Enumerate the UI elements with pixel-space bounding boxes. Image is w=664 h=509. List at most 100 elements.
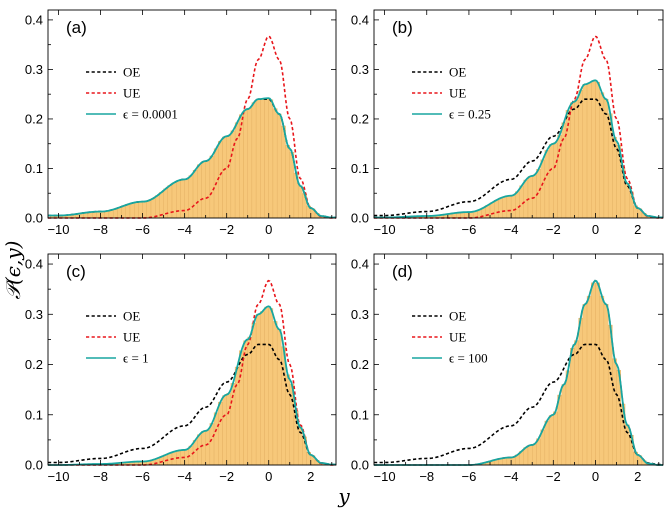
x-tick-label: 0 <box>265 469 272 484</box>
panel-3: −10 −8 −6 −4 −2 0 2 0.0 0.1 0.2 0.3 0.4 (d) OE UE ϵ = 1… <box>351 253 664 484</box>
histogram-bar <box>276 329 282 466</box>
panel-label: (d) <box>392 262 413 281</box>
histogram-bar <box>209 423 215 466</box>
x-tick-label: −8 <box>419 222 434 237</box>
histogram-bar <box>146 200 152 219</box>
histogram-bar <box>548 144 554 219</box>
histogram-bar <box>142 201 147 219</box>
histogram-bar <box>247 107 253 219</box>
x-tick-label: −2 <box>546 222 561 237</box>
histogram-bar <box>574 99 579 219</box>
histogram-bar <box>243 109 248 219</box>
y-tick-label: 0.1 <box>351 161 369 176</box>
histogram-bar <box>264 98 269 219</box>
histogram-bar <box>489 202 495 219</box>
histogram-bar <box>167 185 173 219</box>
histogram-bar <box>510 456 516 466</box>
histogram-bar <box>268 308 274 466</box>
histogram-bar <box>599 92 605 219</box>
histogram-bar <box>188 175 194 219</box>
histogram-bar <box>155 195 160 219</box>
plot-frame <box>373 9 664 219</box>
legend-label: UE <box>449 330 466 345</box>
legend-label: OE <box>123 65 140 80</box>
histogram-bar <box>201 431 206 466</box>
y-tick-label: 0.2 <box>351 357 369 372</box>
y-tick-label: 0.2 <box>25 357 43 372</box>
legend-label: UE <box>123 86 140 101</box>
histogram-bar <box>197 164 202 219</box>
histogram-bar <box>255 98 261 219</box>
panel-2: −10 −8 −6 −4 −2 0 2 0.0 0.1 0.2 0.3 0.4 (c) OE UE ϵ = 1 <box>25 253 337 484</box>
x-tick-label: −4 <box>504 222 519 237</box>
histogram-bar <box>607 324 613 466</box>
x-tick-label: 2 <box>634 222 641 237</box>
x-tick-label: −10 <box>374 222 396 237</box>
panels: −10 −8 −6 −4 −2 0 2 0.0 0.1 0.2 0.3 0.4 (a) OE UE ϵ = 0… <box>25 9 664 484</box>
legend-label: OE <box>449 65 466 80</box>
series-line-epsilon <box>48 97 336 219</box>
histogram-bar <box>544 420 550 466</box>
series-line-oe <box>374 98 663 219</box>
histogram-bar <box>117 207 122 219</box>
histogram-bar <box>125 204 131 219</box>
histogram-bar <box>222 395 227 466</box>
histogram-bar <box>553 142 558 219</box>
histogram <box>472 282 655 466</box>
plot-frame <box>47 9 337 219</box>
y-tick-label: 0.4 <box>25 12 43 27</box>
histogram-bar <box>591 80 596 219</box>
histogram-bar <box>498 197 503 219</box>
histogram-bar <box>557 134 562 219</box>
histogram-bar <box>192 170 198 219</box>
x-tick-label: 2 <box>307 469 314 484</box>
histogram-bar <box>197 434 202 466</box>
histogram-bar <box>100 211 105 219</box>
histogram-bar <box>540 159 546 219</box>
y-axis-title: 𝒫(ϵ,y) <box>1 241 25 300</box>
y-tick-label: 0.2 <box>351 111 369 126</box>
histogram-bar <box>218 141 223 219</box>
x-tick-label: −4 <box>177 469 192 484</box>
histogram-bar <box>268 99 274 219</box>
histogram-bar <box>176 180 181 219</box>
histogram-bar <box>574 340 579 466</box>
legend-label: OE <box>449 309 466 324</box>
y-tick-label: 0.3 <box>351 62 369 77</box>
histogram-bar <box>205 160 211 219</box>
histogram-bar <box>255 314 261 466</box>
histogram-bar <box>251 322 257 466</box>
histogram-bar <box>527 445 533 466</box>
panel-label: (b) <box>392 18 413 37</box>
histogram-bar <box>205 429 211 466</box>
x-tick-label: 2 <box>307 222 314 237</box>
histogram-bar <box>276 113 282 219</box>
legend-label: ϵ = 0.25 <box>449 107 491 122</box>
histogram-bar <box>527 176 533 219</box>
histogram-bar <box>553 411 558 466</box>
histogram-bar <box>209 155 215 219</box>
y-tick-label: 0.0 <box>25 211 43 226</box>
x-tick-label: −8 <box>93 222 108 237</box>
x-tick-label: 0 <box>592 469 599 484</box>
y-tick-label: 0.0 <box>25 458 43 473</box>
x-tick-label: −10 <box>47 222 69 237</box>
x-tick-label: −6 <box>135 222 150 237</box>
histogram-bar <box>226 393 232 466</box>
histogram-bar <box>591 282 596 466</box>
histogram-bar <box>218 401 223 466</box>
histogram-bar <box>494 200 499 219</box>
histogram-bar <box>544 150 550 219</box>
histogram-bar <box>184 178 190 219</box>
histogram-bar <box>536 438 541 466</box>
histogram-bar <box>595 282 600 466</box>
histogram-bar <box>565 110 571 219</box>
histogram-bar <box>260 98 265 219</box>
y-tick-label: 0.3 <box>25 62 43 77</box>
histogram-bar <box>532 174 537 219</box>
histogram-bar <box>523 447 529 466</box>
panel-label: (c) <box>66 262 86 281</box>
histogram-bar <box>264 306 269 466</box>
histogram-bar <box>247 336 253 466</box>
legend-label: ϵ = 100 <box>449 351 488 366</box>
